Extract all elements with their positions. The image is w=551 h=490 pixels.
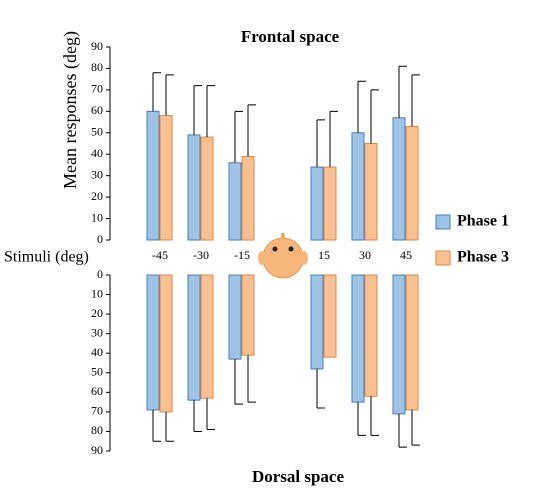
error-bar <box>358 81 366 132</box>
bar <box>242 156 254 240</box>
error-bar <box>153 410 161 441</box>
error-bar <box>235 359 243 404</box>
error-bar <box>412 410 420 445</box>
bar <box>188 275 200 400</box>
error-bar <box>248 355 256 402</box>
legend-label: Phase 1 <box>457 213 509 230</box>
bar <box>406 126 418 240</box>
y-tick-label: 70 <box>91 82 103 96</box>
bar <box>229 275 241 359</box>
error-bar <box>317 120 325 167</box>
error-bar <box>399 414 407 447</box>
y-tick-label: 60 <box>91 384 103 398</box>
bar <box>147 275 159 410</box>
chart-title: Dorsal space <box>252 467 345 486</box>
bar <box>201 275 213 398</box>
bar <box>160 116 172 240</box>
y-tick-label: 10 <box>91 210 103 224</box>
bar <box>365 144 377 241</box>
error-bar <box>207 86 215 137</box>
legend-label: Phase 3 <box>457 249 509 266</box>
y-tick-label: 60 <box>91 103 103 117</box>
y-tick-label: 30 <box>91 167 103 181</box>
x-tick-label: -30 <box>193 248 209 262</box>
bar <box>311 167 323 240</box>
x-tick-label: 15 <box>318 248 330 262</box>
error-bar <box>371 90 379 144</box>
error-bar <box>194 86 202 135</box>
bar <box>393 118 405 240</box>
x-tick-label: 30 <box>359 248 371 262</box>
bar <box>242 275 254 355</box>
y-tick-label: 0 <box>97 267 103 281</box>
bar <box>352 275 364 402</box>
y-tick-label: 90 <box>91 39 103 53</box>
bar <box>311 275 323 369</box>
y-tick-label: 20 <box>91 306 103 320</box>
y-tick-label: 50 <box>91 125 103 139</box>
y-tick-label: 30 <box>91 325 103 339</box>
error-bar <box>194 400 202 431</box>
error-bar <box>166 75 174 116</box>
x-tick-label: 45 <box>400 248 412 262</box>
legend-swatch <box>436 251 450 265</box>
chart-title: Frontal space <box>241 27 340 46</box>
y-tick-label: 80 <box>91 423 103 437</box>
y-tick-label: 80 <box>91 60 103 74</box>
bar <box>229 163 241 240</box>
bar <box>147 111 159 240</box>
y-tick-label: 90 <box>91 443 103 457</box>
bar <box>324 167 336 240</box>
y-tick-label: 10 <box>91 286 103 300</box>
y-tick-label: 40 <box>91 345 103 359</box>
error-bar <box>153 73 161 112</box>
bar <box>393 275 405 414</box>
error-bar <box>412 75 420 126</box>
error-bar <box>399 66 407 117</box>
x-tick-label: -15 <box>234 248 250 262</box>
y-axis-label: Mean responses (deg) <box>60 31 81 189</box>
y-tick-label: 0 <box>97 232 103 246</box>
error-bar <box>248 105 256 156</box>
chart: Frontal space Dorsal space Mean response… <box>0 0 551 490</box>
bar <box>160 275 172 412</box>
bar <box>188 135 200 240</box>
x-tick-label: -45 <box>152 248 168 262</box>
bar <box>365 275 377 396</box>
bar <box>406 275 418 410</box>
y-tick-label: 40 <box>91 146 103 160</box>
error-bar <box>330 111 338 167</box>
bar <box>352 133 364 240</box>
legend-swatch <box>436 215 450 229</box>
error-bar <box>166 412 174 441</box>
bar <box>201 137 213 240</box>
y-tick-label: 70 <box>91 404 103 418</box>
y-tick-label: 20 <box>91 189 103 203</box>
bar <box>324 275 336 357</box>
error-bar <box>207 398 215 429</box>
error-bar <box>317 369 325 408</box>
error-bar <box>358 402 366 435</box>
error-bar <box>235 111 243 162</box>
error-bar <box>371 396 379 435</box>
x-axis-label: Stimuli (deg) <box>4 249 89 266</box>
y-tick-label: 50 <box>91 365 103 379</box>
